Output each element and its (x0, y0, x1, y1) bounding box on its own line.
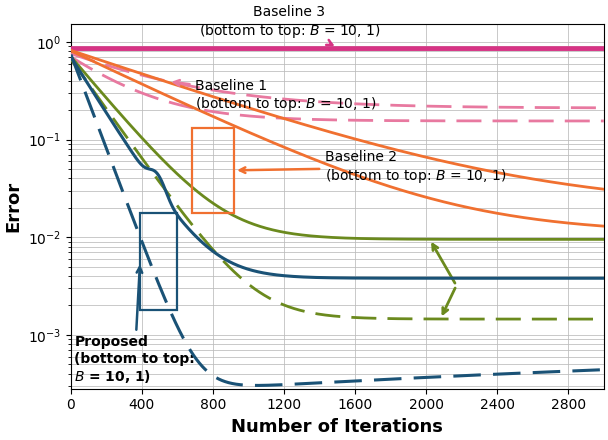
Text: Baseline 1
(bottom to top: $B$ = 10, 1): Baseline 1 (bottom to top: $B$ = 10, 1) (174, 79, 377, 113)
Text: Baseline 3
(bottom to top: $B$ = 10, 1): Baseline 3 (bottom to top: $B$ = 10, 1) (198, 5, 380, 45)
Bar (192, 128, 234, 213)
Text: Baseline 2
(bottom to top: $B$ = 10, 1): Baseline 2 (bottom to top: $B$ = 10, 1) (240, 150, 506, 185)
Text: Proposed
(bottom to top:
$B$ = 10, 1): Proposed (bottom to top: $B$ = 10, 1) (74, 267, 195, 385)
Y-axis label: Error: Error (4, 181, 22, 232)
X-axis label: Number of Iterations: Number of Iterations (232, 418, 443, 436)
Bar (140, 213, 178, 311)
